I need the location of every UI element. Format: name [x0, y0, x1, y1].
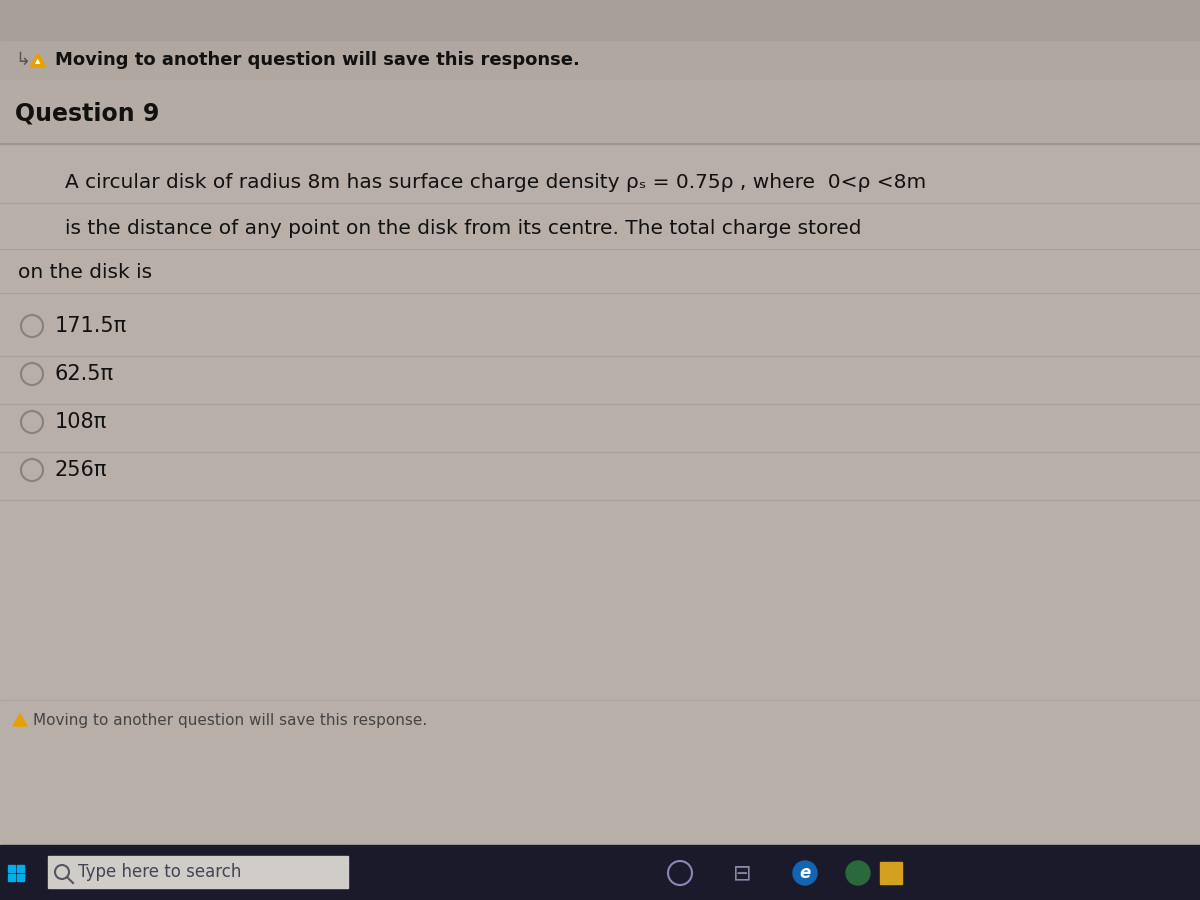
Bar	[8, 874, 14, 881]
Polygon shape	[30, 53, 46, 67]
Circle shape	[22, 411, 43, 433]
Circle shape	[846, 861, 870, 885]
Text: ↳: ↳	[14, 51, 30, 69]
Bar	[0, 0, 1200, 80]
Circle shape	[22, 363, 43, 385]
Text: e: e	[799, 864, 811, 882]
Polygon shape	[13, 714, 28, 726]
Bar	[17, 874, 24, 881]
Bar	[8, 865, 14, 872]
Text: Question 9: Question 9	[14, 101, 160, 125]
Text: 62.5π: 62.5π	[55, 364, 114, 384]
Text: Type here to search: Type here to search	[78, 863, 241, 881]
Circle shape	[22, 315, 43, 337]
Text: 171.5π: 171.5π	[55, 316, 127, 336]
Bar	[0, 0, 1200, 40]
Bar	[17, 865, 24, 872]
Text: is the distance of any point on the disk from its centre. The total charge store: is the distance of any point on the disk…	[65, 219, 862, 238]
Bar	[0, 80, 1200, 145]
Text: ⊟: ⊟	[733, 863, 751, 883]
Bar	[48, 856, 348, 888]
Bar	[0, 145, 1200, 845]
Text: A circular disk of radius 8m has surface charge density ρₛ = 0.75ρ , where  0<ρ : A circular disk of radius 8m has surface…	[65, 173, 926, 192]
Text: 108π: 108π	[55, 412, 107, 432]
Circle shape	[793, 861, 817, 885]
Bar	[0, 845, 1200, 900]
Text: ▲: ▲	[35, 58, 41, 64]
Circle shape	[22, 459, 43, 481]
Bar	[880, 862, 902, 884]
Text: 256π: 256π	[55, 460, 108, 480]
Text: on the disk is: on the disk is	[18, 263, 152, 282]
Text: Moving to another question will save this response.: Moving to another question will save thi…	[34, 713, 427, 727]
Text: Moving to another question will save this response.: Moving to another question will save thi…	[55, 51, 580, 69]
